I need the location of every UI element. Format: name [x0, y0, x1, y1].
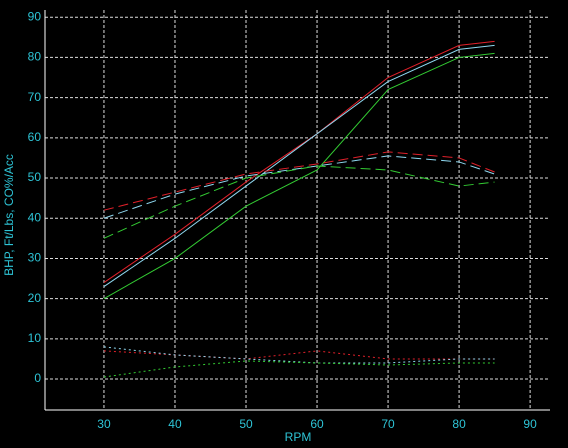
x-tick-label: 40: [168, 417, 182, 431]
series-line: [103, 360, 495, 378]
series-line: [103, 346, 495, 364]
series-line: [103, 44, 495, 287]
series-line: [103, 52, 495, 300]
x-axis-label: RPM: [285, 430, 312, 444]
y-tick-label: 50: [28, 170, 42, 184]
x-tick-label: 60: [310, 417, 324, 431]
y-tick-label: 90: [28, 9, 42, 23]
y-tick-label: 40: [28, 210, 42, 224]
x-tick-label: 70: [381, 417, 395, 431]
y-tick-label: 0: [34, 371, 41, 385]
y-tick-label: 30: [28, 251, 42, 265]
x-tick-label: 50: [239, 417, 253, 431]
x-tick-label: 30: [97, 417, 111, 431]
y-tick-label: 60: [28, 130, 42, 144]
y-tick-label: 80: [28, 50, 42, 64]
series-line: [103, 165, 495, 239]
x-tick-label: 90: [523, 417, 537, 431]
series-line: [103, 151, 495, 211]
y-tick-label: 10: [28, 331, 42, 345]
y-axis-label: BHP, Ft/Lbs, CO%/Acc: [2, 154, 16, 276]
series-line: [103, 155, 495, 219]
y-tick-label: 20: [28, 291, 42, 305]
y-tick-label: 70: [28, 90, 42, 104]
x-tick-label: 80: [452, 417, 466, 431]
